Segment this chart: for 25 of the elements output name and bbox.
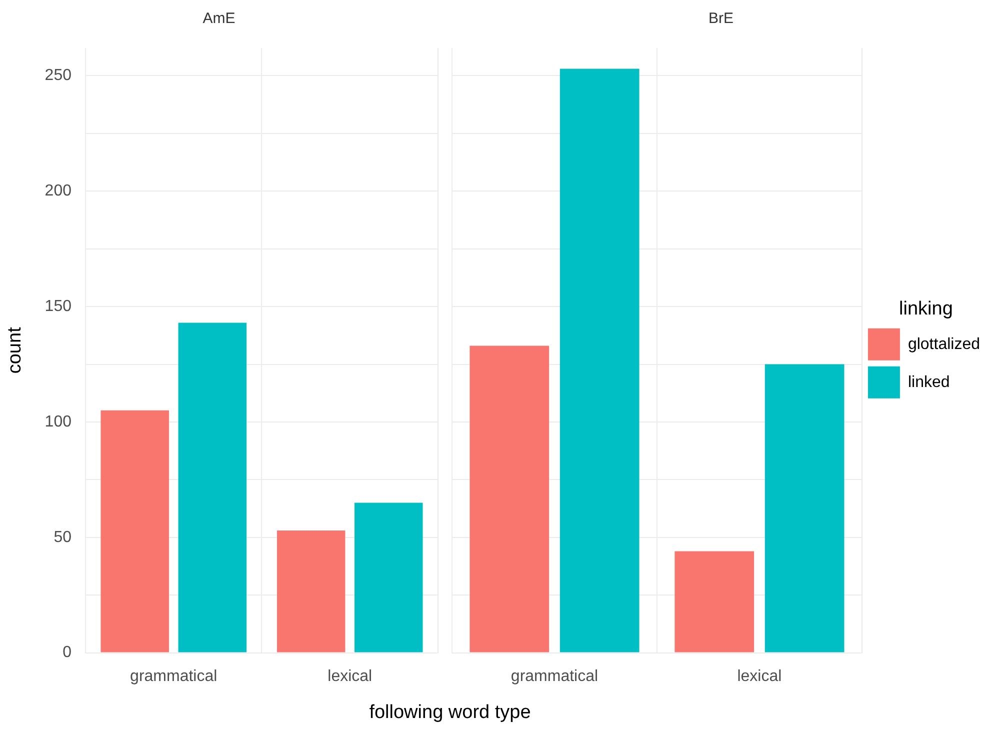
chart-title: AmE bbox=[202, 10, 236, 28]
y-axis-title: count bbox=[4, 326, 26, 374]
legend-label: linked bbox=[908, 374, 950, 391]
bar bbox=[560, 68, 640, 652]
bar bbox=[100, 410, 169, 652]
x-tick-label: lexical bbox=[328, 668, 372, 685]
legend-title: linking bbox=[899, 298, 953, 320]
bar bbox=[470, 346, 550, 652]
y-tick-label: 250 bbox=[44, 67, 72, 84]
bar bbox=[674, 551, 754, 652]
legend-label: glottalized bbox=[908, 336, 980, 353]
bar bbox=[354, 502, 423, 652]
bar bbox=[178, 322, 247, 652]
y-tick-label: 50 bbox=[54, 528, 72, 546]
y-tick-label: 200 bbox=[44, 182, 72, 200]
bar bbox=[276, 530, 346, 652]
x-tick-label: lexical bbox=[737, 668, 782, 685]
y-tick-label: 0 bbox=[62, 644, 72, 662]
chart-title: BrE bbox=[708, 10, 734, 28]
x-tick-label: grammatical bbox=[510, 668, 598, 685]
y-tick-label: 150 bbox=[44, 298, 72, 315]
x-axis-title: following word type bbox=[368, 702, 532, 724]
y-tick-label: 100 bbox=[44, 413, 72, 430]
x-tick-label: grammatical bbox=[130, 668, 218, 685]
bar bbox=[764, 364, 844, 652]
